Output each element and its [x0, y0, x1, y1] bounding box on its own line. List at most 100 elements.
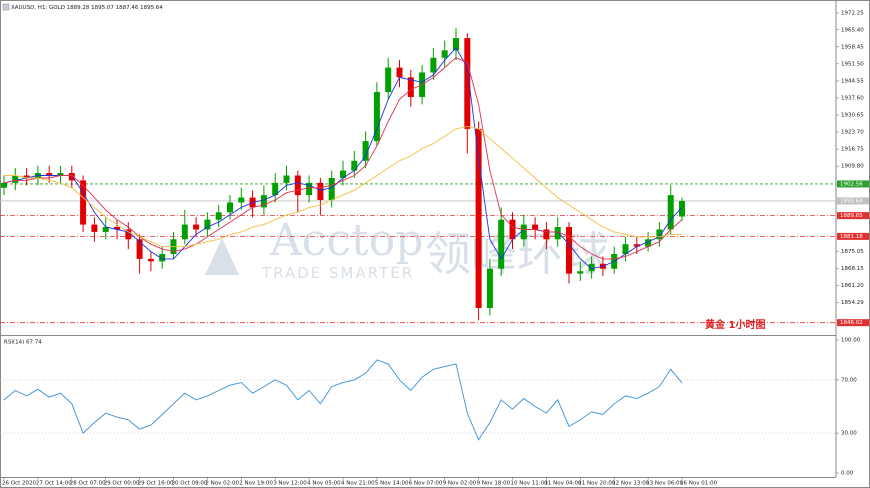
x-tick-label: 16 Nov 01:00: [680, 481, 718, 487]
candle-body: [23, 175, 30, 178]
x-tick-label: 9 Nov 02:00: [443, 481, 477, 487]
candle-body: [294, 175, 301, 196]
candle-body: [227, 202, 233, 213]
candle-body: [532, 224, 539, 230]
candle-body: [114, 227, 120, 230]
watermark-tagline: TRADE SMARTER: [261, 264, 414, 282]
candle-body: [667, 195, 674, 230]
x-tick-label: 4 Nov 21:00: [341, 481, 375, 487]
x-tick-label: 5 Nov 14:00: [375, 481, 409, 487]
rsi-y-tick-label: 100.00: [841, 338, 861, 344]
y-tick-label: 1875.05: [841, 249, 864, 255]
y-tick-label: 1937.60: [841, 95, 864, 101]
level-label: 1895.64: [840, 198, 863, 204]
candle-body: [80, 180, 87, 225]
rsi-title: RSI(14) 67.74: [4, 340, 42, 346]
level-label-box: [837, 197, 869, 205]
candle-body: [283, 175, 290, 183]
candle-body: [407, 77, 414, 97]
level-label-box: [837, 212, 869, 220]
y-tick-label: 1854.29: [841, 300, 864, 306]
y-tick-label: 1944.55: [841, 78, 864, 84]
rsi-y-tick-label: 30.00: [841, 431, 857, 437]
candle-body: [317, 182, 324, 201]
candle-body: [588, 263, 595, 272]
x-tick-label: 26 Oct 2020: [2, 481, 37, 487]
candle-body: [453, 38, 459, 51]
watermark-logo: [205, 238, 239, 275]
chart-title: XAUUSD, H1: GOLD 1889.28 1895.07 1887.46…: [11, 5, 163, 11]
candle-body: [373, 92, 380, 142]
candle-body: [91, 224, 98, 232]
y-tick-label: 1923.70: [841, 130, 864, 136]
candle-body: [351, 160, 358, 171]
candle-body: [340, 170, 346, 178]
level-label-box: [837, 232, 869, 240]
candle-body: [46, 173, 53, 176]
candle-body: [260, 195, 267, 208]
moving-average: [3, 47, 683, 270]
x-tick-label: 29 Oct 16:00: [138, 481, 174, 487]
candle-body: [656, 229, 663, 240]
watermark-brand: Acctop: [269, 215, 423, 266]
rsi-y-tick-label: 0.00: [841, 471, 854, 477]
candle-body: [577, 271, 584, 274]
candle-body: [238, 197, 245, 203]
x-tick-label: 2 Nov 02:00: [205, 481, 239, 487]
candle-body: [633, 244, 640, 247]
x-tick-label: 2 Nov 19:00: [239, 481, 273, 487]
candle-body: [306, 182, 313, 196]
x-tick-label: 27 Oct 14:00: [36, 481, 72, 487]
candle-body: [475, 128, 482, 308]
candle-body: [679, 200, 685, 217]
x-tick-label: 3 Nov 12:00: [273, 481, 307, 487]
candle-body: [181, 224, 188, 240]
symbol-icon: [2, 3, 10, 11]
candle-body: [509, 219, 516, 240]
y-tick-label: 1861.20: [841, 283, 864, 289]
candle-body: [396, 67, 403, 78]
annotation: 黄金 1小时图: [705, 318, 765, 331]
candle-body: [215, 212, 222, 220]
candle-body: [543, 229, 550, 240]
candle-body: [464, 38, 471, 129]
y-tick-label: 1916.75: [841, 147, 864, 153]
y-tick-label: 1930.65: [841, 113, 864, 119]
x-tick-label: 6 Nov 07:00: [409, 481, 443, 487]
level-label: 1902.56: [840, 181, 863, 187]
candle-body: [159, 254, 166, 262]
x-tick-label: 13 Nov 06:00: [646, 481, 684, 487]
x-tick-label: 28 Oct 07:00: [70, 481, 106, 487]
level-label: 1889.65: [840, 213, 863, 219]
y-tick-label: 1972.25: [841, 10, 864, 16]
level-label: 1881.18: [840, 234, 863, 240]
candle-body: [430, 57, 437, 73]
candle-body: [622, 244, 629, 255]
candle-body: [498, 219, 505, 269]
moving-average: [4, 125, 682, 248]
candle-body: [566, 227, 572, 274]
candle-body: [645, 239, 652, 247]
rsi-line: [3, 359, 683, 441]
candle-body: [328, 177, 335, 201]
candle-body: [1, 182, 7, 188]
candle-body: [57, 173, 64, 176]
candle-body: [554, 227, 561, 240]
level-label-box: [837, 180, 869, 188]
y-tick-label: 1868.15: [841, 266, 864, 272]
candle-body: [272, 182, 279, 196]
candle-body: [102, 227, 109, 232]
x-tick-label: 11 Nov 04:00: [544, 481, 582, 487]
y-tick-label: 1958.45: [841, 44, 864, 50]
level-label-box: [837, 319, 869, 327]
y-tick-label: 1951.50: [841, 61, 864, 67]
candle-body: [147, 258, 154, 262]
candle-body: [385, 67, 392, 93]
moving-average: [3, 57, 683, 260]
x-tick-label: 11 Nov 20:00: [578, 481, 616, 487]
x-tick-label: 30 Oct 09:00: [172, 481, 208, 487]
x-tick-label: 12 Nov 13:00: [612, 481, 650, 487]
x-tick-label: 29 Oct 00:00: [104, 481, 140, 487]
